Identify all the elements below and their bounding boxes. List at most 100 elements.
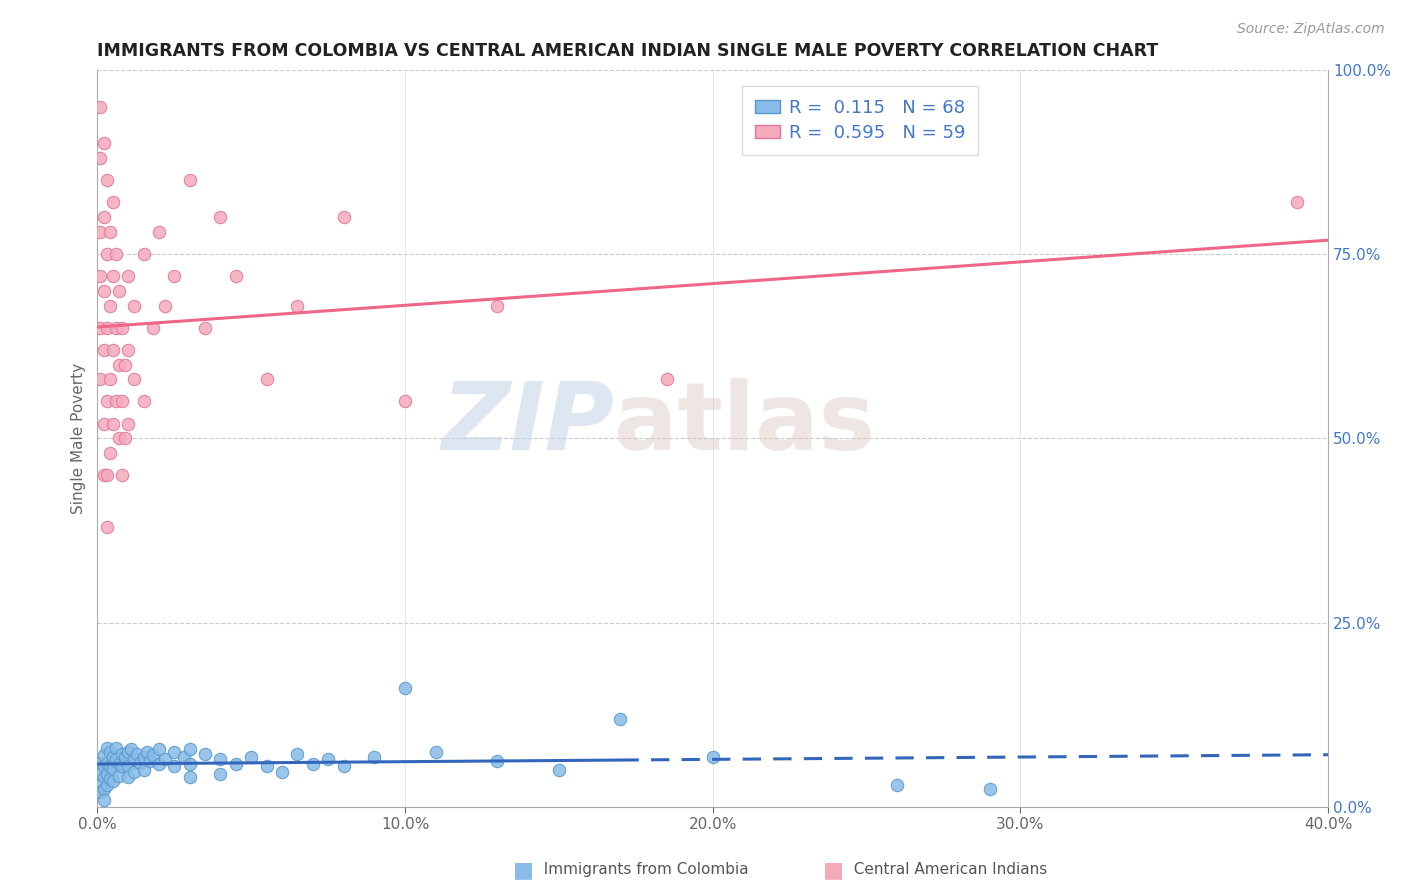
Point	[163, 745, 186, 759]
Point	[132, 763, 155, 777]
Point	[117, 269, 139, 284]
Point	[93, 136, 115, 151]
Point	[153, 752, 176, 766]
Point	[89, 320, 111, 334]
Point	[89, 756, 111, 770]
Point	[101, 762, 124, 776]
Point	[886, 778, 908, 792]
Point	[163, 759, 186, 773]
Point	[111, 468, 134, 483]
Point	[142, 320, 165, 334]
Point	[96, 766, 118, 780]
Point	[127, 747, 149, 761]
Point	[394, 394, 416, 409]
Point	[148, 757, 170, 772]
Point	[332, 759, 354, 773]
Point	[179, 173, 201, 187]
Point	[93, 771, 115, 785]
Point	[301, 757, 323, 772]
Point	[108, 769, 131, 783]
Point	[89, 99, 111, 113]
Point	[256, 759, 278, 773]
Point	[89, 225, 111, 239]
Point	[132, 247, 155, 261]
Point	[132, 394, 155, 409]
Point	[148, 225, 170, 239]
Point	[179, 757, 201, 772]
Point	[124, 299, 146, 313]
Point	[111, 747, 134, 761]
Point	[111, 320, 134, 334]
Point	[209, 752, 232, 766]
Point	[285, 299, 308, 313]
Point	[93, 343, 115, 357]
Point	[96, 173, 118, 187]
Point	[179, 771, 201, 785]
Point	[124, 764, 146, 779]
Point	[89, 269, 111, 284]
Point	[135, 745, 157, 759]
Point	[93, 284, 115, 298]
Legend: R =  0.115   N = 68, R =  0.595   N = 59: R = 0.115 N = 68, R = 0.595 N = 59	[742, 86, 979, 154]
Point	[117, 771, 139, 785]
Point	[486, 754, 509, 768]
Point	[93, 781, 115, 796]
Point	[93, 759, 115, 773]
Point	[394, 681, 416, 695]
Point	[1286, 195, 1309, 210]
Text: ZIP: ZIP	[441, 377, 614, 469]
Point	[101, 774, 124, 789]
Text: Central American Indians: Central American Indians	[844, 863, 1047, 877]
Point	[89, 151, 111, 165]
Point	[108, 757, 131, 772]
Point	[101, 417, 124, 431]
Point	[256, 372, 278, 386]
Point	[89, 372, 111, 386]
Point	[194, 747, 217, 761]
Point	[225, 757, 247, 772]
Point	[98, 446, 121, 460]
Text: Immigrants from Colombia: Immigrants from Colombia	[534, 863, 749, 877]
Point	[104, 752, 127, 766]
Point	[93, 210, 115, 224]
Point	[179, 742, 201, 756]
Point	[120, 742, 142, 756]
Point	[111, 394, 134, 409]
Point	[96, 468, 118, 483]
Point	[138, 754, 160, 768]
Point	[132, 749, 155, 764]
Text: ■: ■	[513, 860, 534, 880]
Text: IMMIGRANTS FROM COLOMBIA VS CENTRAL AMERICAN INDIAN SINGLE MALE POVERTY CORRELAT: IMMIGRANTS FROM COLOMBIA VS CENTRAL AMER…	[97, 42, 1159, 60]
Point	[98, 745, 121, 759]
Point	[93, 468, 115, 483]
Point	[153, 299, 176, 313]
Point	[285, 747, 308, 761]
Point	[114, 431, 136, 445]
Point	[124, 372, 146, 386]
Point	[548, 763, 571, 777]
Point	[114, 749, 136, 764]
Point	[111, 759, 134, 773]
Point	[101, 195, 124, 210]
Point	[108, 284, 131, 298]
Point	[108, 358, 131, 372]
Point	[93, 792, 115, 806]
Point	[240, 749, 263, 764]
Point	[486, 299, 509, 313]
Point	[96, 247, 118, 261]
Point	[108, 431, 131, 445]
Point	[101, 343, 124, 357]
Point	[209, 210, 232, 224]
Point	[194, 320, 217, 334]
Point	[425, 745, 447, 759]
Point	[117, 745, 139, 759]
Point	[271, 764, 294, 779]
Point	[98, 225, 121, 239]
Point	[609, 711, 631, 725]
Text: Source: ZipAtlas.com: Source: ZipAtlas.com	[1237, 22, 1385, 37]
Point	[114, 358, 136, 372]
Point	[117, 343, 139, 357]
Text: ■: ■	[823, 860, 844, 880]
Point	[101, 269, 124, 284]
Point	[148, 742, 170, 756]
